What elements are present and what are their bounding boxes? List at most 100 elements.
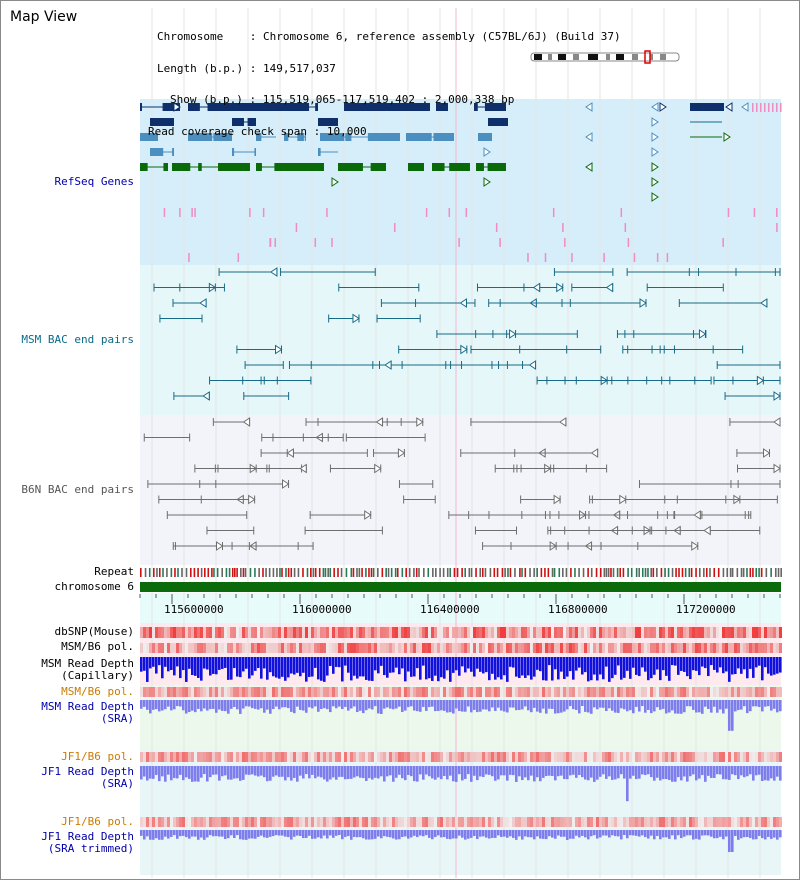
track-label-jf1-pol[interactable]: JF1/B6 pol.	[61, 750, 134, 763]
depth-bar	[458, 700, 461, 712]
heat-cell	[590, 752, 593, 762]
depth-bar	[560, 657, 563, 672]
heat-cell	[422, 643, 425, 653]
heat-cell	[383, 643, 386, 653]
gene-exon	[163, 163, 168, 171]
heat-cell	[566, 817, 569, 827]
heat-cell	[458, 643, 461, 653]
depth-bar	[152, 830, 155, 840]
depth-bar	[419, 830, 422, 836]
depth-bar	[434, 830, 437, 838]
repeat-element	[279, 568, 281, 577]
repeat-element	[293, 568, 296, 577]
heat-cell	[503, 627, 506, 638]
heat-cell	[506, 687, 509, 697]
heat-cell	[467, 687, 470, 697]
repeat-element	[302, 568, 304, 577]
track-label-msm-pol-2[interactable]: MSM/B6 pol.	[61, 685, 134, 698]
strand-arrow	[509, 329, 517, 339]
heat-cell	[425, 687, 428, 697]
heat-cell	[233, 687, 236, 697]
depth-bar	[656, 830, 659, 836]
depth-bar	[458, 830, 461, 836]
heat-cell	[527, 752, 530, 762]
repeat-element	[489, 568, 492, 577]
depth-bar	[218, 766, 221, 781]
track-label-refseq[interactable]: RefSeq Genes	[54, 175, 134, 188]
heat-cell	[518, 752, 521, 762]
heat-cell	[320, 643, 323, 653]
heat-cell	[170, 643, 173, 653]
repeat-element	[521, 568, 523, 577]
track-label-b6n-bac[interactable]: B6N BAC end pairs	[21, 483, 134, 496]
depth-bar	[170, 657, 173, 670]
heat-cell	[494, 627, 497, 638]
track-label-msm-depth-cap[interactable]: MSM Read Depth (Capillary)	[41, 658, 134, 682]
track-label-jf1-depth[interactable]: JF1 Read Depth (SRA)	[41, 766, 134, 790]
depth-bar	[752, 830, 755, 840]
depth-bar	[215, 830, 218, 837]
repeat-element	[327, 568, 329, 577]
heat-cell	[371, 643, 374, 653]
track-label-msm-bac[interactable]: MSM BAC end pairs	[21, 333, 134, 346]
depth-bar	[440, 700, 443, 711]
heat-cell	[578, 627, 581, 638]
gene-exon	[302, 163, 324, 171]
heat-cell	[707, 643, 710, 653]
depth-bar	[677, 700, 680, 714]
repeat-element	[607, 568, 610, 577]
depth-bar	[149, 830, 152, 840]
heat-cell	[173, 752, 176, 762]
depth-bar	[284, 766, 287, 781]
heat-cell	[413, 627, 416, 638]
gene-exon	[478, 133, 492, 141]
heat-cell	[545, 643, 548, 653]
depth-bar	[263, 830, 266, 838]
track-label-jf1-pol-2[interactable]: JF1/B6 pol.	[61, 815, 134, 828]
depth-bar	[710, 830, 713, 837]
depth-bar	[518, 766, 521, 777]
heat-cell	[485, 752, 488, 762]
repeat-element	[207, 568, 210, 577]
heat-cell	[221, 643, 224, 653]
track-label-line: JF1 Read Depth	[41, 830, 134, 843]
depth-bar	[533, 700, 536, 708]
heat-cell	[206, 643, 209, 653]
depth-bar	[668, 657, 671, 681]
heat-cell	[260, 752, 263, 762]
depth-bar	[515, 657, 518, 677]
heat-cell	[746, 687, 749, 697]
heat-cell	[446, 687, 449, 697]
heat-cell	[368, 643, 371, 653]
repeat-element	[468, 568, 471, 577]
track-label-dbsnp[interactable]: dbSNP(Mouse)	[54, 625, 134, 638]
heat-cell	[593, 752, 596, 762]
depth-bar	[230, 657, 233, 680]
heat-cell	[548, 687, 551, 697]
heat-cell	[698, 643, 701, 653]
heat-cell	[263, 627, 266, 638]
depth-bar	[155, 700, 158, 710]
ideogram-band	[632, 54, 638, 60]
depth-bar	[614, 766, 617, 780]
repeat-element	[519, 568, 521, 577]
strand-arrow	[763, 448, 771, 458]
heat-cell	[470, 627, 473, 638]
depth-bar	[473, 657, 476, 677]
heat-cell	[779, 643, 782, 653]
heat-cell	[713, 687, 716, 697]
heat-cell	[764, 817, 767, 827]
depth-bar	[416, 830, 419, 838]
mrna-tick	[314, 238, 317, 247]
mrna-tick	[753, 208, 756, 217]
depth-bar	[722, 766, 725, 780]
track-label-msm-pol[interactable]: MSM/B6 pol.	[61, 640, 134, 653]
repeat-element	[540, 568, 543, 577]
heat-cell	[512, 752, 515, 762]
depth-bar	[347, 700, 350, 711]
depth-bar	[452, 657, 455, 673]
heat-cell	[731, 817, 734, 827]
track-label-msm-depth-sra[interactable]: MSM Read Depth (SRA)	[41, 701, 134, 725]
track-label-jf1-trim[interactable]: JF1 Read Depth (SRA trimmed)	[41, 831, 134, 855]
